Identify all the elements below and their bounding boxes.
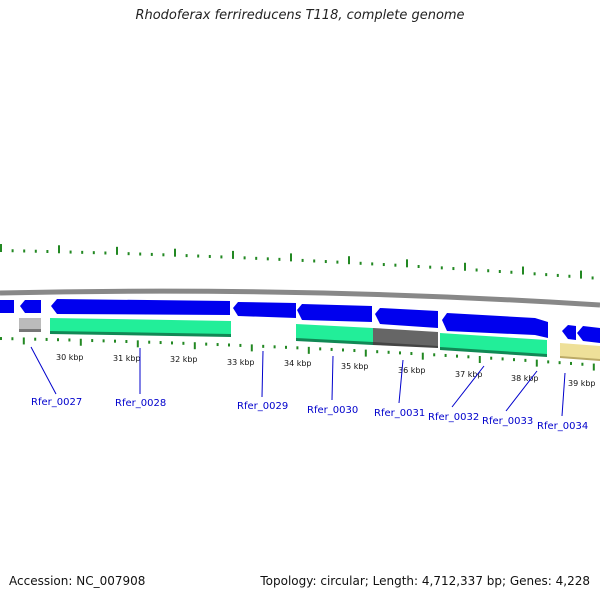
outer-tick-ring [0,244,594,280]
gene-block-pseudo[interactable] [373,328,438,347]
gene-arrow[interactable] [51,299,230,315]
kbp-label: 39 kbp [568,379,596,388]
gene-label-rfer-0029[interactable]: Rfer_0029 [237,401,288,412]
gene-label-rfer-0030[interactable]: Rfer_0030 [307,405,358,416]
gene-arrow[interactable] [233,302,296,318]
kbp-label: 36 kbp [398,366,426,375]
gene-arrow[interactable] [442,313,535,335]
kbp-label: 34 kbp [284,359,312,368]
gene-label-rfer-0033[interactable]: Rfer_0033 [482,416,533,427]
kbp-label: 35 kbp [341,362,369,371]
gene-arrow[interactable] [375,308,438,328]
gene-arrow[interactable] [535,318,548,338]
label-leaders [30,346,566,417]
gene-arrow[interactable] [297,304,372,322]
gene-label-rfer-0031[interactable]: Rfer_0031 [374,408,425,419]
gene-block-rna[interactable] [296,324,373,343]
gene-block-light[interactable] [19,318,41,330]
inner-tick-ring [0,337,595,371]
gene-label-rfer-0034[interactable]: Rfer_0034 [537,421,588,432]
gene-arrow[interactable] [577,326,600,343]
gene-arrow[interactable] [20,300,41,313]
reverse-strand [19,318,600,361]
gene-label-rfer-0028[interactable]: Rfer_0028 [115,398,166,409]
gene-arrow[interactable] [0,300,14,313]
kbp-label: 32 kbp [170,355,198,364]
forward-strand [0,299,600,343]
kbp-label: 38 kbp [511,374,539,383]
gene-block-yellow[interactable] [560,343,600,360]
genome-summary-text: Topology: circular; Length: 4,712,337 bp… [260,574,590,588]
kbp-label: 37 kbp [455,370,483,379]
kbp-label: 30 kbp [56,353,84,362]
map-title: Rhodoferax ferrireducens T118, complete … [135,8,465,23]
gene-arrow[interactable] [562,325,576,340]
genome-backbone [0,288,600,308]
kbp-label: 31 kbp [113,354,141,363]
kbp-scale: 30 kbp 31 kbp 32 kbp 33 kbp 34 kbp 35 kb… [56,353,596,388]
accession-text: Accession: NC_007908 [9,574,146,588]
gene-block-rna[interactable] [50,318,231,335]
gene-labels: Rfer_0027 Rfer_0028 Rfer_0029 Rfer_0030 … [31,397,588,432]
gene-label-rfer-0027[interactable]: Rfer_0027 [31,397,82,408]
gene-label-rfer-0032[interactable]: Rfer_0032 [428,412,479,423]
kbp-label: 33 kbp [227,358,255,367]
